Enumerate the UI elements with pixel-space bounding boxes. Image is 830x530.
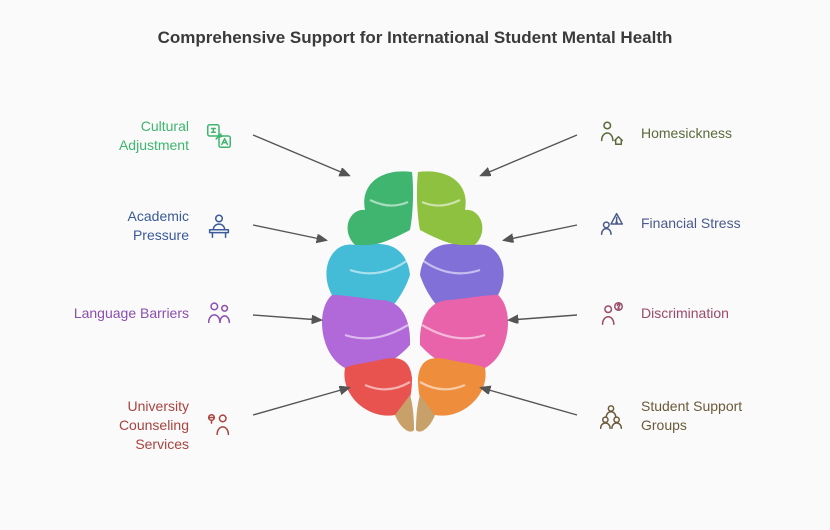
page-title: Comprehensive Support for International … [0, 0, 830, 48]
group-icon [595, 400, 627, 432]
desk-icon [203, 210, 235, 242]
factor-label: Language Barriers [74, 304, 189, 323]
factor-label: Financial Stress [641, 214, 741, 233]
factor-label: Discrimination [641, 304, 729, 323]
factor-label: Student Support Groups [641, 397, 742, 435]
arrow [253, 135, 348, 175]
arrow [253, 225, 325, 240]
factor-item: Academic Pressure [128, 207, 235, 245]
warning-icon [595, 207, 627, 239]
factor-item: Homesickness [595, 117, 732, 149]
arrow [510, 315, 577, 320]
factor-item: Financial Stress [595, 207, 741, 239]
factor-item: Language Barriers [74, 297, 235, 329]
factor-item: Student Support Groups [595, 397, 742, 435]
arrow [482, 388, 577, 415]
arrow [253, 315, 320, 320]
home-person-icon [595, 117, 627, 149]
factor-label: University Counseling Services [119, 397, 189, 454]
factor-item: University Counseling Services [119, 397, 235, 454]
people-icon [203, 297, 235, 329]
factor-label: Cultural Adjustment [119, 117, 189, 155]
factor-label: Academic Pressure [128, 207, 189, 245]
arrow [253, 388, 348, 415]
arrow [482, 135, 577, 175]
question-icon [595, 297, 627, 329]
arrow [505, 225, 577, 240]
factor-item: Discrimination [595, 297, 729, 329]
counselor-icon [203, 409, 235, 441]
factor-item: Cultural Adjustment [119, 117, 235, 155]
diagram-canvas: Cultural Adjustment Academic Pressure Lang… [0, 70, 830, 530]
translate-icon [203, 120, 235, 152]
factor-label: Homesickness [641, 124, 732, 143]
